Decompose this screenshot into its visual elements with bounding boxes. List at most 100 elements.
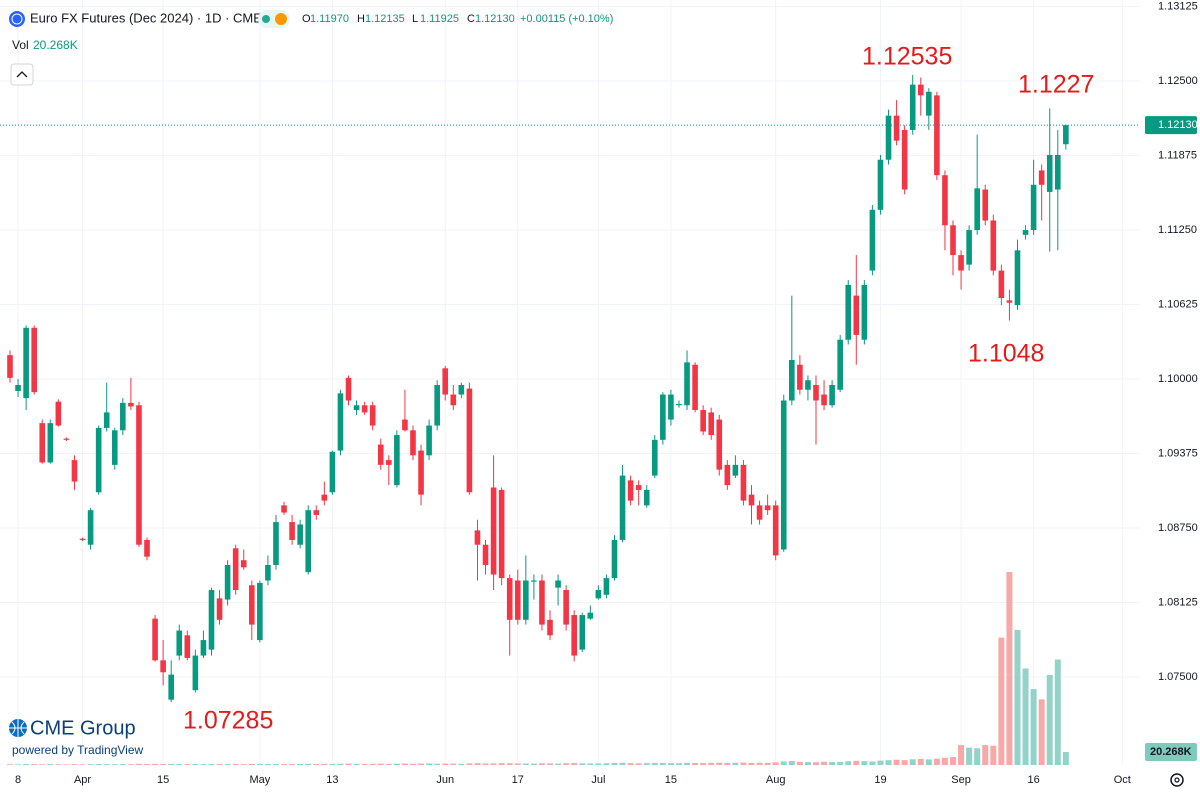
volume-bar — [732, 762, 739, 765]
volume-bar — [329, 763, 336, 765]
volume-bar — [675, 763, 682, 765]
volume-bar — [909, 759, 916, 765]
candle-body — [329, 451, 336, 493]
header-field-value: 1.11970 — [310, 13, 349, 25]
volume-bar — [127, 764, 134, 765]
volume-bar — [901, 760, 908, 765]
header-field-label: H — [357, 13, 365, 25]
candle-body — [410, 430, 416, 456]
candle-body — [450, 394, 457, 406]
candle-body — [571, 615, 577, 656]
candle-body — [539, 580, 545, 625]
volume-bar — [966, 747, 973, 765]
volume-bar — [256, 763, 263, 765]
volume-bar — [1054, 659, 1061, 765]
candle-body — [901, 129, 908, 190]
volume-bar — [547, 763, 554, 765]
candle-body — [619, 475, 626, 540]
candle-body — [305, 510, 312, 573]
volume-bar — [248, 763, 255, 765]
volume-bar — [740, 762, 747, 765]
volume-bar — [490, 763, 497, 765]
volume-bar — [756, 762, 763, 765]
candle-body — [7, 355, 13, 378]
candle-body — [224, 564, 231, 600]
volume-bar — [426, 763, 433, 765]
volume-bar — [289, 764, 296, 765]
candle-body — [700, 410, 706, 432]
candle-body — [95, 427, 102, 493]
candle-body — [635, 485, 642, 490]
candle-body — [240, 560, 247, 568]
volume-bar — [1022, 668, 1029, 765]
volume-bar — [885, 760, 892, 765]
volume-bar — [450, 763, 457, 765]
volume-bar — [684, 762, 691, 765]
y-tick-label: 1.11875 — [1158, 149, 1197, 161]
volume-bar — [893, 759, 900, 765]
volume-bar — [998, 637, 1005, 765]
candle-body — [660, 394, 666, 440]
y-tick-label: 1.08750 — [1158, 522, 1198, 534]
volume-bar — [135, 763, 142, 765]
y-tick-label: 1.13125 — [1158, 0, 1198, 12]
volume-bar — [71, 764, 78, 765]
volume-tag — [1145, 743, 1197, 761]
volume-bar — [442, 763, 449, 765]
candle-body — [861, 284, 868, 340]
volume-bar — [232, 763, 239, 765]
volume-bar — [925, 759, 932, 765]
volume-bar — [764, 762, 771, 765]
volume-tag-label: 20.268K — [1150, 746, 1192, 758]
volume-bar — [409, 763, 416, 765]
volume-bar — [305, 763, 312, 765]
candle-body — [724, 464, 731, 486]
candle-body — [611, 539, 618, 579]
candle-body — [47, 423, 54, 463]
candle-body — [79, 538, 86, 540]
candle-body — [176, 630, 183, 656]
candle-body — [547, 619, 553, 636]
candle-body — [490, 487, 497, 575]
ohlc-header: O 1.11970 H 1.12135 L 1.11925 C 1.12130 +0.00115… — [302, 13, 613, 25]
collapse-button[interactable] — [10, 63, 34, 86]
candle-body — [756, 505, 763, 520]
candle-body — [39, 423, 46, 463]
volume-bar — [144, 763, 151, 765]
volume-bar — [47, 764, 54, 765]
x-tick-label: Jul — [591, 774, 605, 786]
volume-bar — [708, 762, 715, 765]
volume-bar — [772, 762, 779, 765]
volume-bar — [264, 764, 271, 765]
volume-bar — [418, 763, 425, 765]
symbol-icon — [9, 11, 25, 27]
candle-body — [1006, 300, 1013, 303]
volume-bar — [385, 763, 392, 765]
candle-body — [909, 84, 916, 130]
volume-bar — [595, 763, 602, 765]
volume-bar — [87, 764, 94, 765]
grid — [0, 0, 1140, 765]
volume-bar — [611, 763, 618, 765]
settings-icon[interactable] — [1170, 773, 1184, 787]
candle-body — [1014, 250, 1021, 306]
candle-body — [708, 412, 715, 436]
x-tick-label: 19 — [874, 774, 886, 786]
candle-body — [184, 635, 191, 658]
volume-bar — [917, 758, 924, 765]
volume-bar — [240, 764, 247, 765]
candle-body — [265, 564, 271, 581]
candle-body — [434, 385, 440, 426]
candle-body — [31, 327, 37, 393]
candle-body — [877, 159, 884, 210]
candle-body — [257, 582, 263, 641]
candle-body — [361, 405, 368, 413]
volume-bar — [587, 763, 594, 765]
volume-bar — [788, 761, 795, 765]
candle-body — [966, 230, 972, 265]
volume-bar — [974, 748, 981, 765]
volume-bar — [692, 763, 699, 765]
candles — [7, 75, 1069, 703]
